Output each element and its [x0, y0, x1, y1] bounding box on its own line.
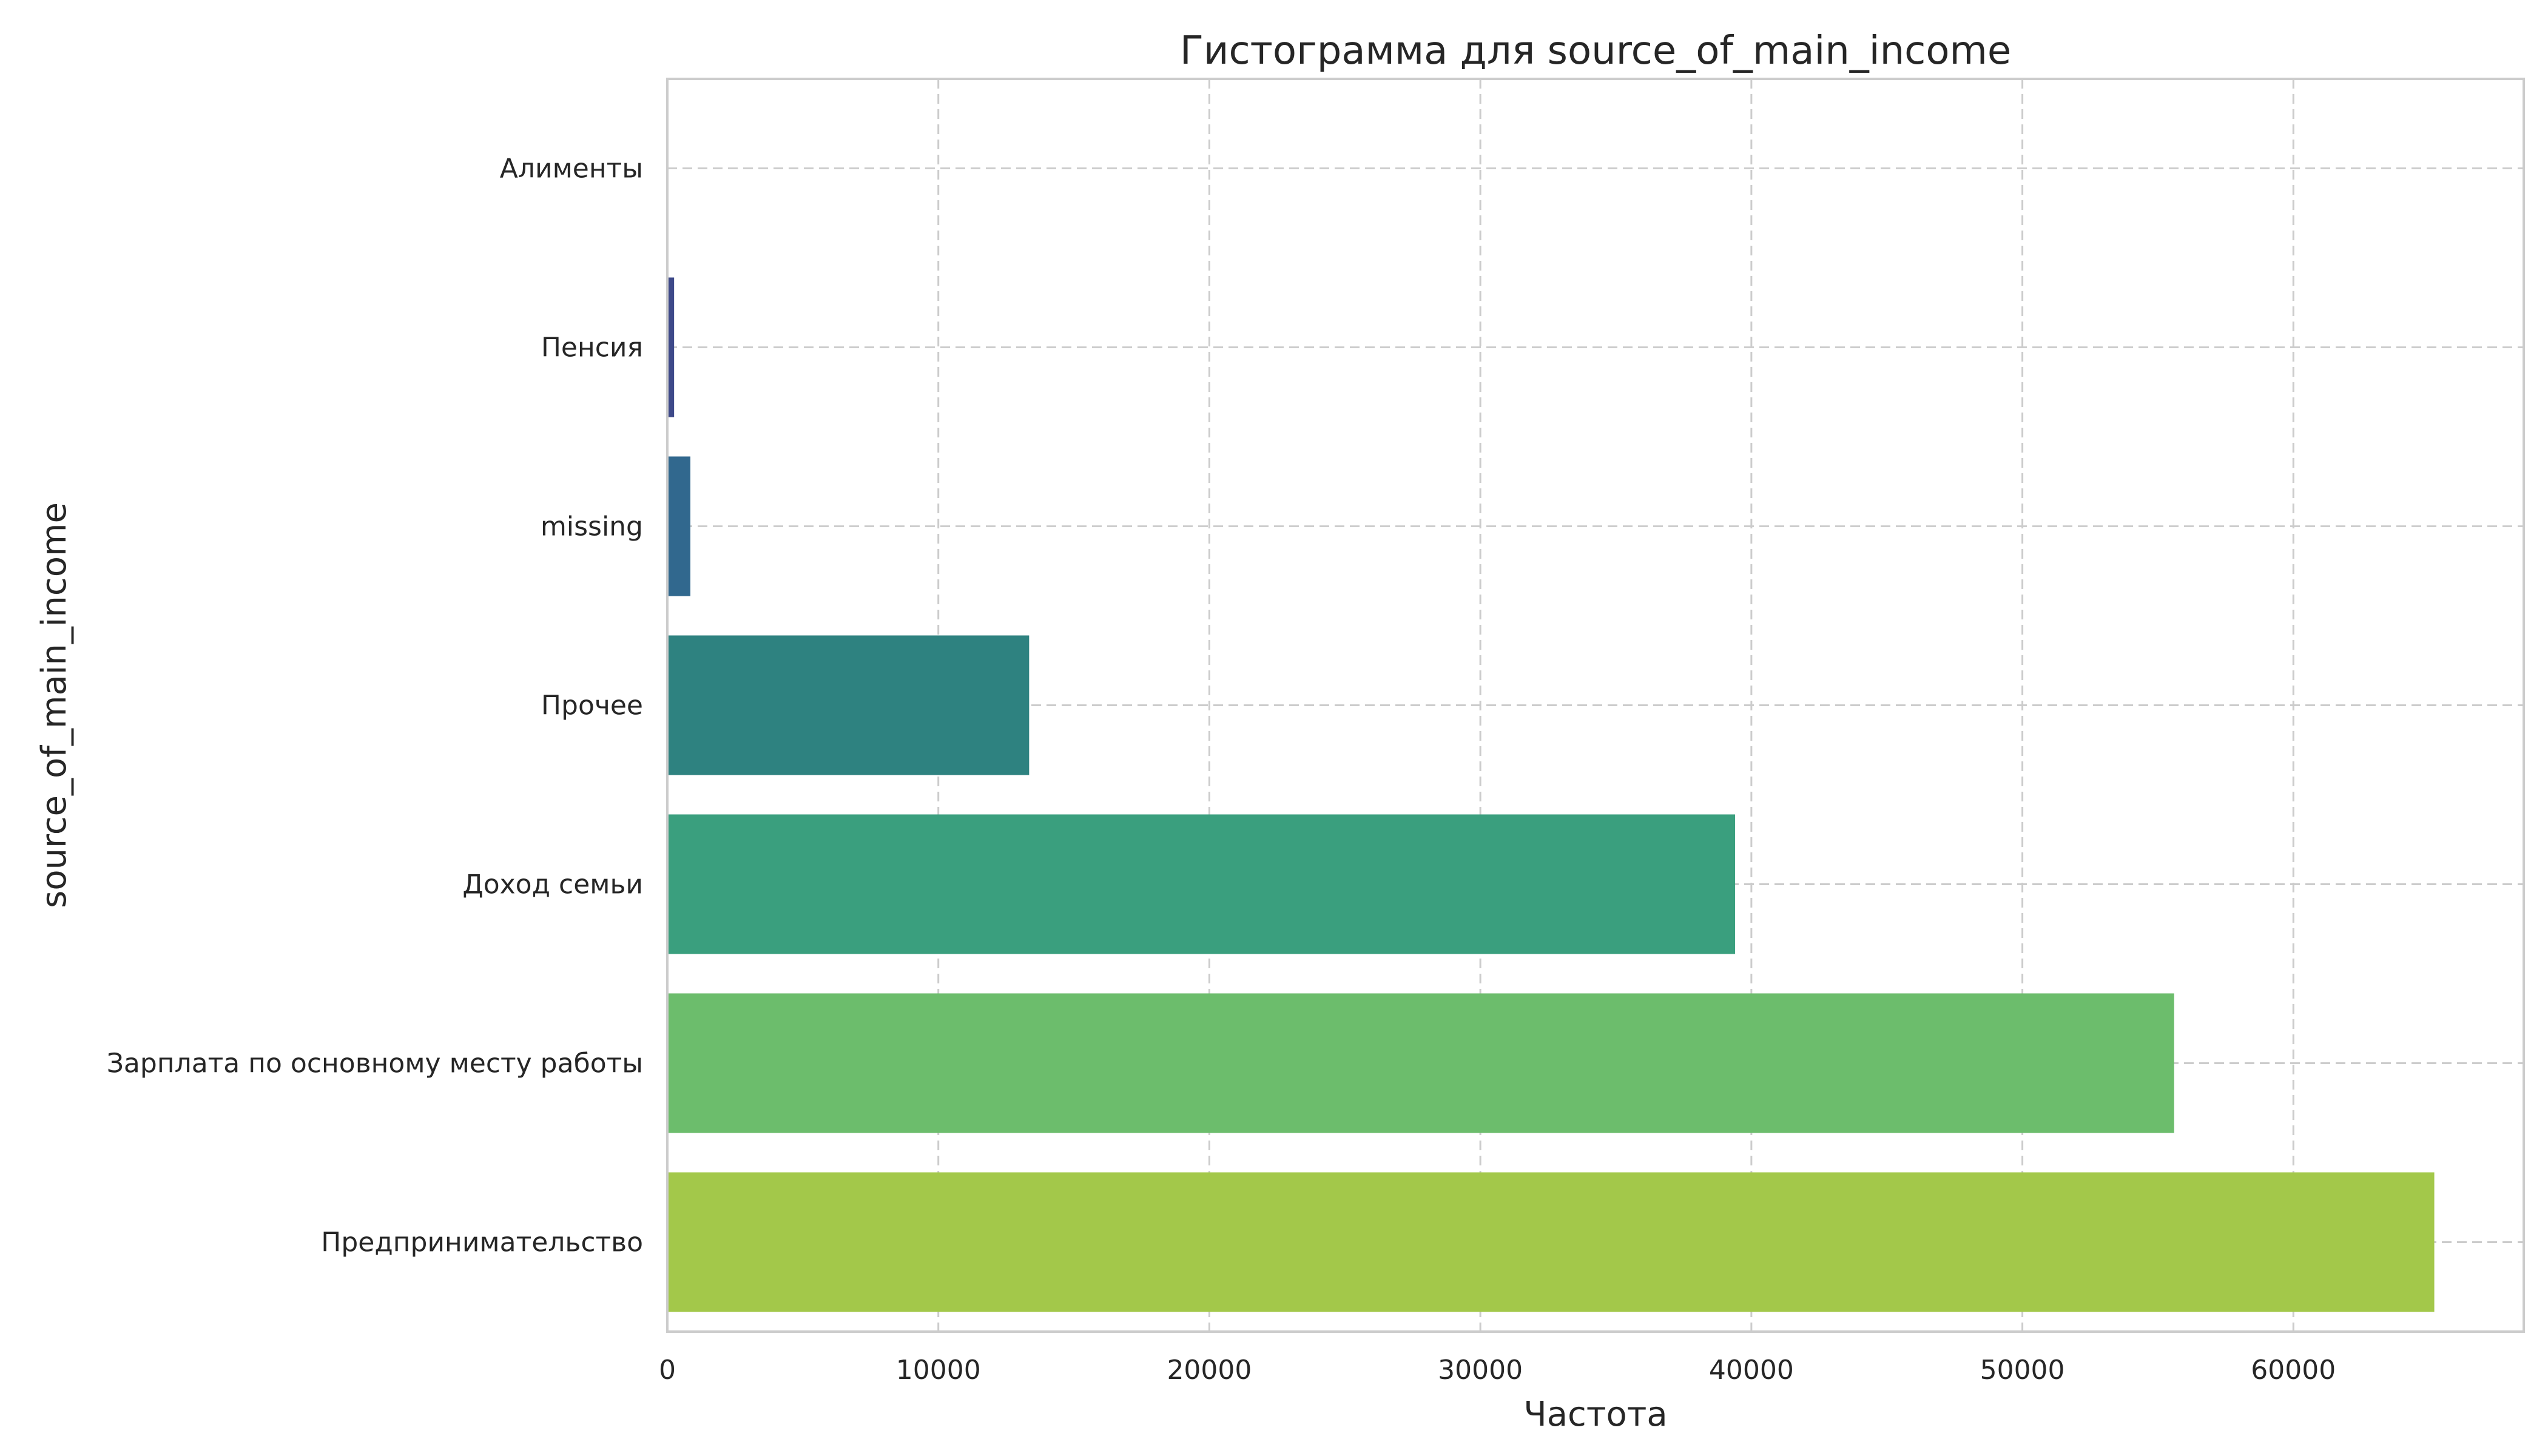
- x-tick-labels: 0 10000 20000 30000 40000 50000 60000: [659, 1355, 2336, 1386]
- bar: [667, 1172, 2435, 1312]
- bar: [667, 993, 2174, 1133]
- x-tick-label: 10000: [896, 1355, 981, 1386]
- y-tick-label: Доход семьи: [462, 869, 643, 900]
- x-tick-label: 20000: [1167, 1355, 1252, 1386]
- x-axis-label: Частота: [1523, 1395, 1667, 1434]
- x-tick-label: 50000: [1980, 1355, 2065, 1386]
- y-tick-label: Пенсия: [541, 332, 643, 363]
- bar: [667, 456, 690, 596]
- x-tick-label: 40000: [1709, 1355, 1794, 1386]
- plot-frame: [666, 78, 2525, 1333]
- bars: [667, 98, 2435, 1312]
- bar: [667, 277, 675, 417]
- bar: [667, 814, 1736, 954]
- x-tick-label: 0: [659, 1355, 676, 1386]
- chart-title: Гистограмма для source_of_main_income: [1180, 29, 2011, 73]
- y-tick-labels: Алименты Пенсия missing Прочее Доход семьи За…: [107, 153, 643, 1258]
- bar: [667, 635, 1030, 775]
- y-tick-label: Алименты: [500, 153, 643, 184]
- y-axis-label: source_of_main_income: [35, 502, 74, 908]
- y-tick-label: Предпринимательство: [321, 1227, 643, 1258]
- y-tick-label: missing: [541, 511, 643, 542]
- x-tick-label: 30000: [1438, 1355, 1523, 1386]
- y-tick-label: Зарплата по основному месту работы: [107, 1048, 643, 1079]
- x-tick-label: 60000: [2251, 1355, 2336, 1386]
- y-tick-label: Прочее: [541, 690, 643, 721]
